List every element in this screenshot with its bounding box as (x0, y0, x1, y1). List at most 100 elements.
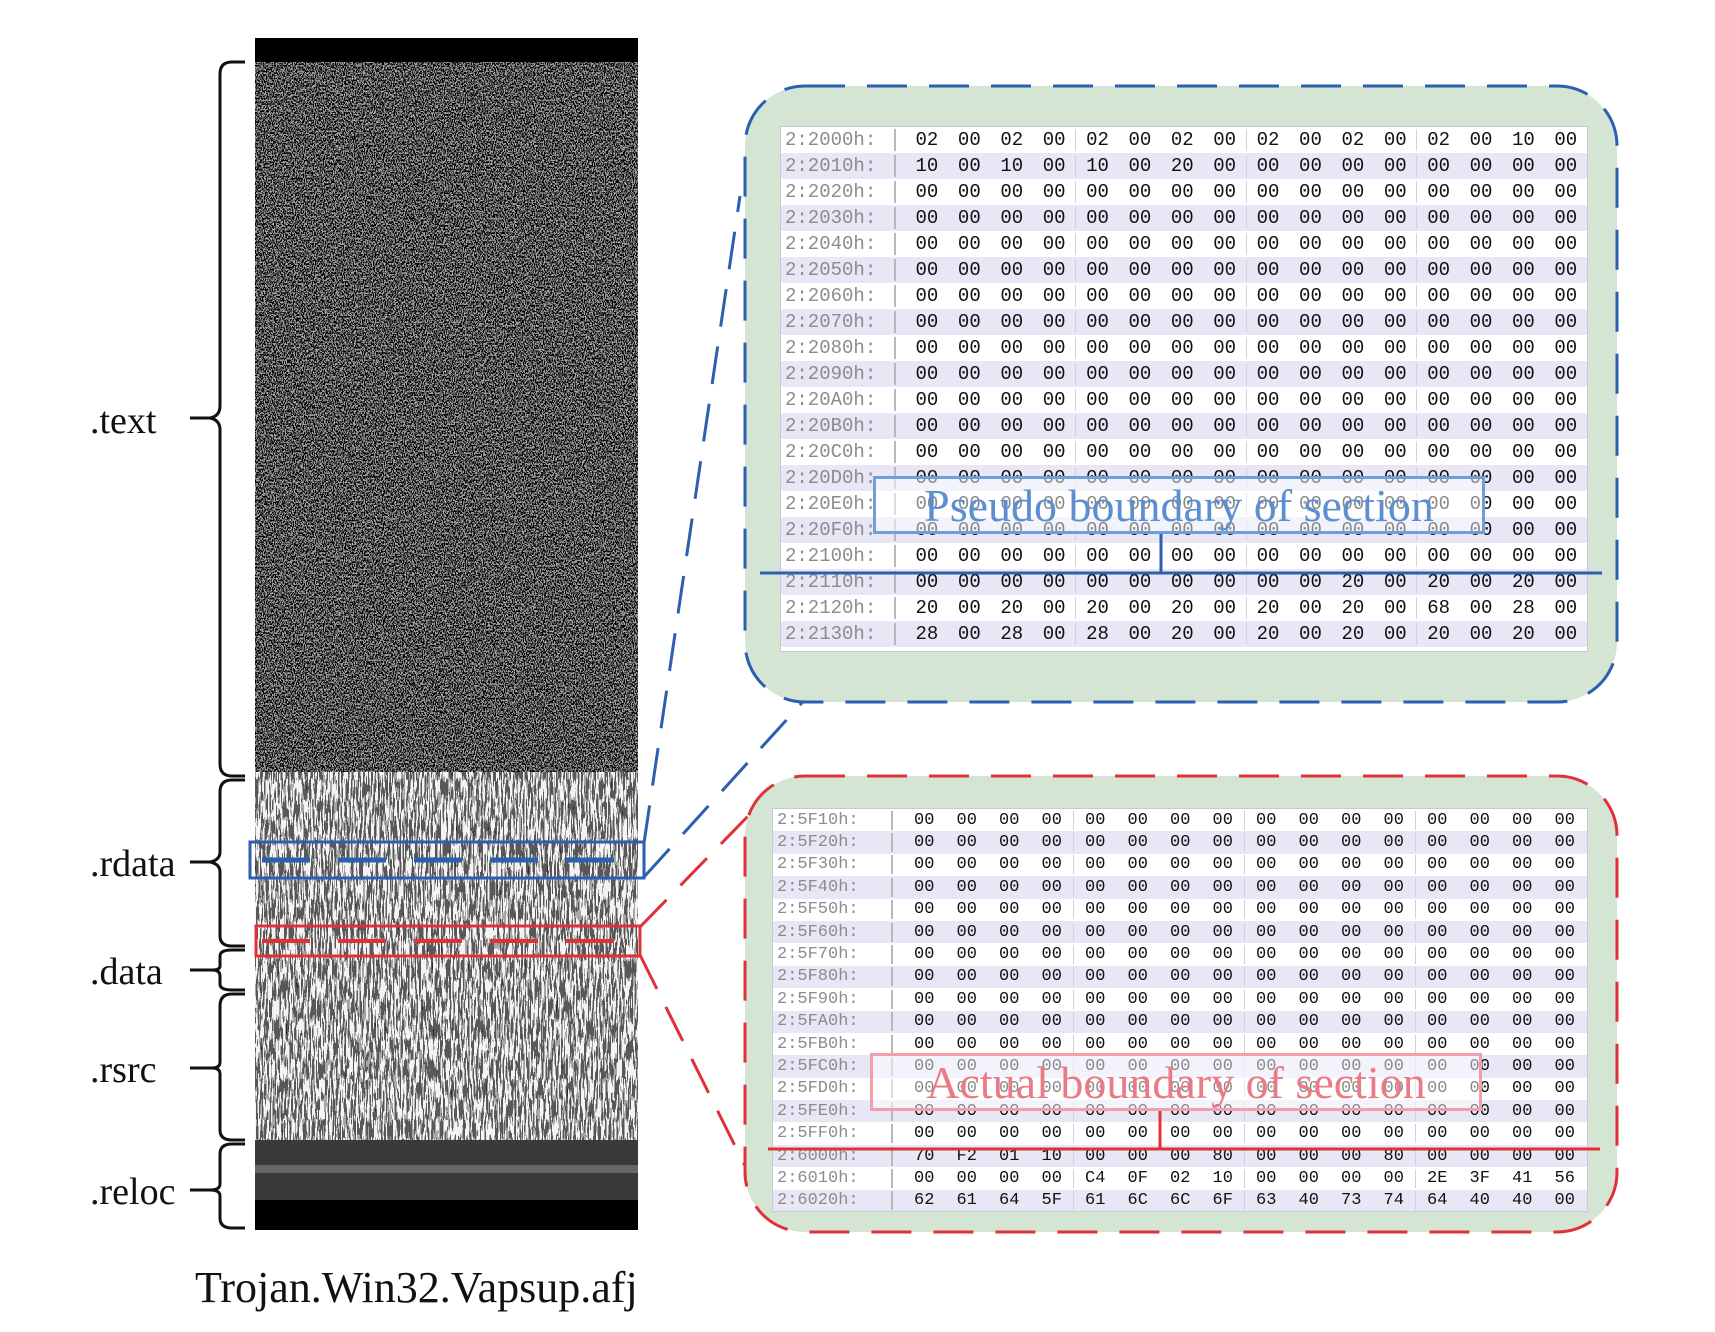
hex-byte: 00 (1170, 900, 1191, 920)
hex-address: 2:20A0h: (781, 389, 896, 411)
hex-byte: 00 (1374, 155, 1418, 177)
hex-byte: 00 (1203, 337, 1247, 359)
hex-byte: 64 (999, 1191, 1020, 1211)
hex-byte: 00 (1203, 233, 1247, 255)
hex-byte: 00 (1427, 989, 1448, 1009)
hex-byte: 00 (1512, 833, 1533, 853)
hex-byte: 00 (1341, 285, 1365, 307)
hex-byte: 56 (1554, 1168, 1575, 1188)
hex-byte: 00 (1256, 1146, 1277, 1166)
hex-byte: 00 (1469, 415, 1493, 437)
hex-address: 2:5F30h: (773, 855, 893, 875)
hex-byte: 00 (1373, 900, 1416, 920)
hex-byte: 00 (914, 810, 935, 830)
hex-byte: 00 (914, 1124, 935, 1144)
hex-byte: 00 (957, 571, 981, 593)
hex-byte: 20 (1512, 571, 1535, 593)
hex-row: 2:5FB0h: 00 00 00 00 00 00 00 00 00 00 00 00 00 00 00 00 (773, 1033, 1587, 1055)
hex-address: 2:6020h: (773, 1191, 893, 1211)
hex-byte: 80 (1202, 1146, 1245, 1166)
hex-byte: 00 (1427, 900, 1448, 920)
hex-address: 2:5FF0h: (773, 1124, 893, 1144)
hex-byte: 00 (1341, 363, 1365, 385)
section-label-data: .data (90, 951, 163, 993)
hex-byte: 00 (1170, 1012, 1191, 1032)
hex-byte: 00 (1512, 233, 1535, 255)
hex-byte: C4 (1085, 1168, 1106, 1188)
hex-row: 2:5F80h: 00 00 00 00 00 00 00 00 00 00 00 00 00 00 00 00 (773, 965, 1587, 989)
hex-byte: 00 (1202, 900, 1245, 920)
hex-byte: 00 (1256, 311, 1280, 333)
hex-byte: 00 (1033, 129, 1077, 151)
hex-byte: 00 (1128, 181, 1152, 203)
hex-byte: 20 (915, 597, 939, 619)
hex-byte: 00 (1202, 833, 1245, 853)
hex-byte: 00 (957, 363, 981, 385)
hex-byte: 00 (1427, 181, 1451, 203)
hex-byte: 00 (1469, 155, 1493, 177)
hex-byte: 00 (1427, 877, 1448, 897)
hex-byte: 00 (1128, 129, 1152, 151)
hex-byte: 00 (1298, 922, 1319, 942)
hex-byte: 00 (1469, 1012, 1490, 1032)
hex-byte: 00 (1554, 363, 1578, 385)
hex-byte: 00 (1170, 922, 1191, 942)
hex-byte: 00 (999, 989, 1020, 1009)
actual-boundary-label: Actual boundary of section (870, 1053, 1482, 1111)
section-label-rsrc: .rsrc (90, 1049, 157, 1091)
hex-byte: 00 (914, 945, 935, 965)
hex-byte: 00 (1299, 129, 1322, 151)
hex-byte: 00 (1000, 545, 1024, 567)
hex-byte: 00 (915, 285, 939, 307)
hex-byte: 00 (1170, 877, 1191, 897)
hex-byte: 00 (1427, 855, 1448, 875)
hex-byte: 02 (1427, 129, 1451, 151)
hex-address: 2:20B0h: (781, 415, 896, 437)
binary-image (255, 38, 638, 1230)
hex-byte: 00 (1373, 810, 1416, 830)
hex-byte: 28 (915, 623, 939, 645)
hex-byte: 20 (1256, 623, 1280, 645)
hex-byte: 02 (1086, 129, 1109, 151)
hex-byte: 00 (1203, 571, 1247, 593)
hex-byte: 00 (1128, 545, 1152, 567)
hex-byte: 00 (915, 363, 939, 385)
hex-byte: 00 (1170, 441, 1194, 463)
hex-byte: 00 (957, 181, 981, 203)
hex-byte: 00 (1341, 415, 1365, 437)
hex-byte: 00 (1202, 1012, 1245, 1032)
hex-byte: 01 (999, 1146, 1020, 1166)
hex-byte: 00 (1170, 207, 1194, 229)
hex-byte: 00 (1086, 545, 1109, 567)
hex-byte: 00 (1341, 1034, 1362, 1054)
hex-byte: 00 (1127, 1124, 1148, 1144)
hex-byte: 10 (1202, 1168, 1245, 1188)
hex-address: 2:20C0h: (781, 441, 896, 463)
hex-byte: 00 (1128, 207, 1152, 229)
hex-byte: 00 (1203, 311, 1247, 333)
hex-byte: 00 (1512, 363, 1535, 385)
hex-byte: 00 (1512, 1079, 1533, 1099)
hex-address: 2:5F20h: (773, 833, 893, 853)
hex-byte: 28 (1086, 623, 1109, 645)
hex-address: 2:2080h: (781, 337, 896, 359)
hex-byte: 00 (1427, 1034, 1448, 1054)
hex-address: 2:5F90h: (773, 989, 893, 1009)
hex-byte: 00 (1373, 1034, 1416, 1054)
hex-byte: 00 (1256, 155, 1280, 177)
hex-byte: 00 (1554, 833, 1575, 853)
hex-byte: 00 (1203, 441, 1247, 463)
hex-byte: 00 (1000, 311, 1024, 333)
hex-byte: 00 (1033, 259, 1077, 281)
hex-row: 2:6020h: 62 61 64 5F 61 6C 6C 6F 63 40 73 74 64 40 40 00 (773, 1189, 1587, 1211)
hex-byte: 00 (1554, 1034, 1575, 1054)
hex-byte: 00 (1341, 1168, 1362, 1188)
hex-byte: 00 (1086, 207, 1109, 229)
hex-byte: 00 (1031, 945, 1074, 965)
hex-byte: 00 (1203, 129, 1247, 151)
hex-byte: 00 (1031, 855, 1074, 875)
hex-byte: 00 (1341, 259, 1365, 281)
hex-byte: 00 (1000, 259, 1024, 281)
hex-byte: 00 (1033, 207, 1077, 229)
hex-byte: 00 (1256, 207, 1280, 229)
